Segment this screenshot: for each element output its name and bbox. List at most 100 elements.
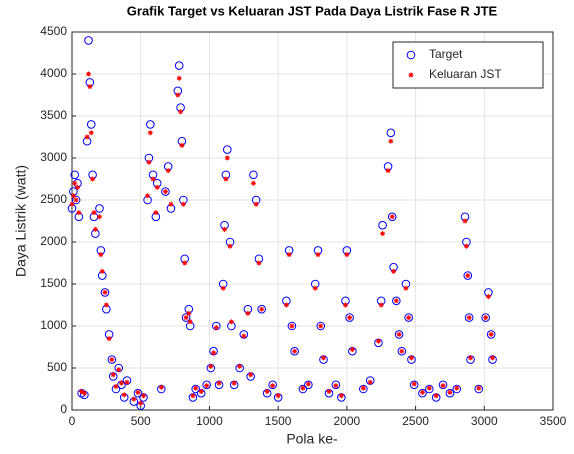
point (110, 372, 116, 378)
point (465, 273, 471, 279)
point (264, 389, 270, 395)
point (447, 389, 453, 395)
point (231, 380, 237, 386)
point (99, 268, 105, 274)
point (70, 170, 80, 180)
point (92, 226, 98, 232)
point (179, 142, 185, 148)
point (419, 389, 425, 395)
point (208, 363, 214, 369)
point (222, 145, 232, 154)
point (259, 306, 265, 312)
point (342, 302, 348, 308)
point (418, 388, 427, 398)
x-tick-label: 3000 (471, 414, 498, 428)
point (462, 218, 468, 224)
point (237, 363, 243, 369)
point (463, 271, 473, 280)
point (121, 392, 127, 398)
point (146, 159, 152, 165)
point (182, 260, 188, 266)
point (344, 252, 350, 258)
point (211, 350, 217, 356)
point (81, 390, 87, 396)
point (486, 330, 496, 339)
point (426, 385, 432, 391)
y-tick-label: 0 (60, 402, 67, 416)
x-tick-label: 2500 (402, 414, 429, 428)
point (316, 321, 326, 331)
plot-frame (71, 31, 554, 411)
x-tick-label: 1500 (265, 414, 292, 428)
point (438, 380, 448, 390)
point (389, 214, 395, 220)
point (84, 134, 90, 140)
point (186, 310, 192, 316)
point (320, 355, 326, 361)
point (476, 385, 482, 391)
legend-label: Keluaran JST (429, 67, 502, 81)
x-axis-label: Pola ke- (286, 431, 338, 447)
point (248, 372, 254, 378)
point (256, 260, 262, 266)
point (333, 383, 339, 389)
point (95, 204, 104, 213)
point (131, 396, 137, 402)
point (161, 187, 170, 196)
point (409, 380, 419, 390)
legend-marker (406, 50, 416, 60)
point (481, 313, 490, 322)
y-tick-label: 4000 (40, 66, 67, 80)
point (174, 61, 184, 70)
point (222, 226, 228, 232)
point (463, 243, 469, 249)
point (202, 380, 211, 390)
point (411, 381, 417, 387)
point (445, 388, 455, 398)
point (466, 315, 472, 321)
point (140, 393, 146, 399)
point (181, 313, 191, 322)
point (367, 379, 373, 385)
point (187, 319, 193, 325)
point (224, 155, 230, 161)
point (165, 168, 171, 174)
y-tick-label: 1500 (40, 276, 67, 290)
point (408, 355, 414, 361)
point (290, 346, 299, 356)
point (386, 128, 396, 138)
point (404, 313, 414, 322)
point (312, 285, 318, 291)
point (326, 389, 332, 395)
point (79, 389, 85, 395)
point (102, 289, 108, 295)
point (485, 294, 491, 300)
point (85, 71, 91, 77)
point (454, 385, 460, 391)
point (270, 383, 276, 389)
point (76, 210, 82, 216)
point (90, 176, 96, 182)
point (378, 302, 384, 308)
point (488, 331, 494, 337)
point (338, 393, 344, 399)
point (474, 384, 484, 394)
point (175, 92, 181, 98)
point (388, 138, 394, 144)
legend-marker (408, 72, 414, 78)
point (176, 75, 182, 81)
point (268, 380, 277, 390)
point (250, 180, 256, 186)
point (220, 285, 226, 291)
point (440, 383, 446, 389)
point (387, 212, 397, 222)
point (193, 385, 199, 391)
point (74, 184, 80, 190)
point (241, 333, 247, 339)
point (433, 393, 439, 399)
point (468, 355, 474, 361)
point (100, 288, 110, 297)
point (300, 385, 306, 391)
point (305, 381, 311, 387)
